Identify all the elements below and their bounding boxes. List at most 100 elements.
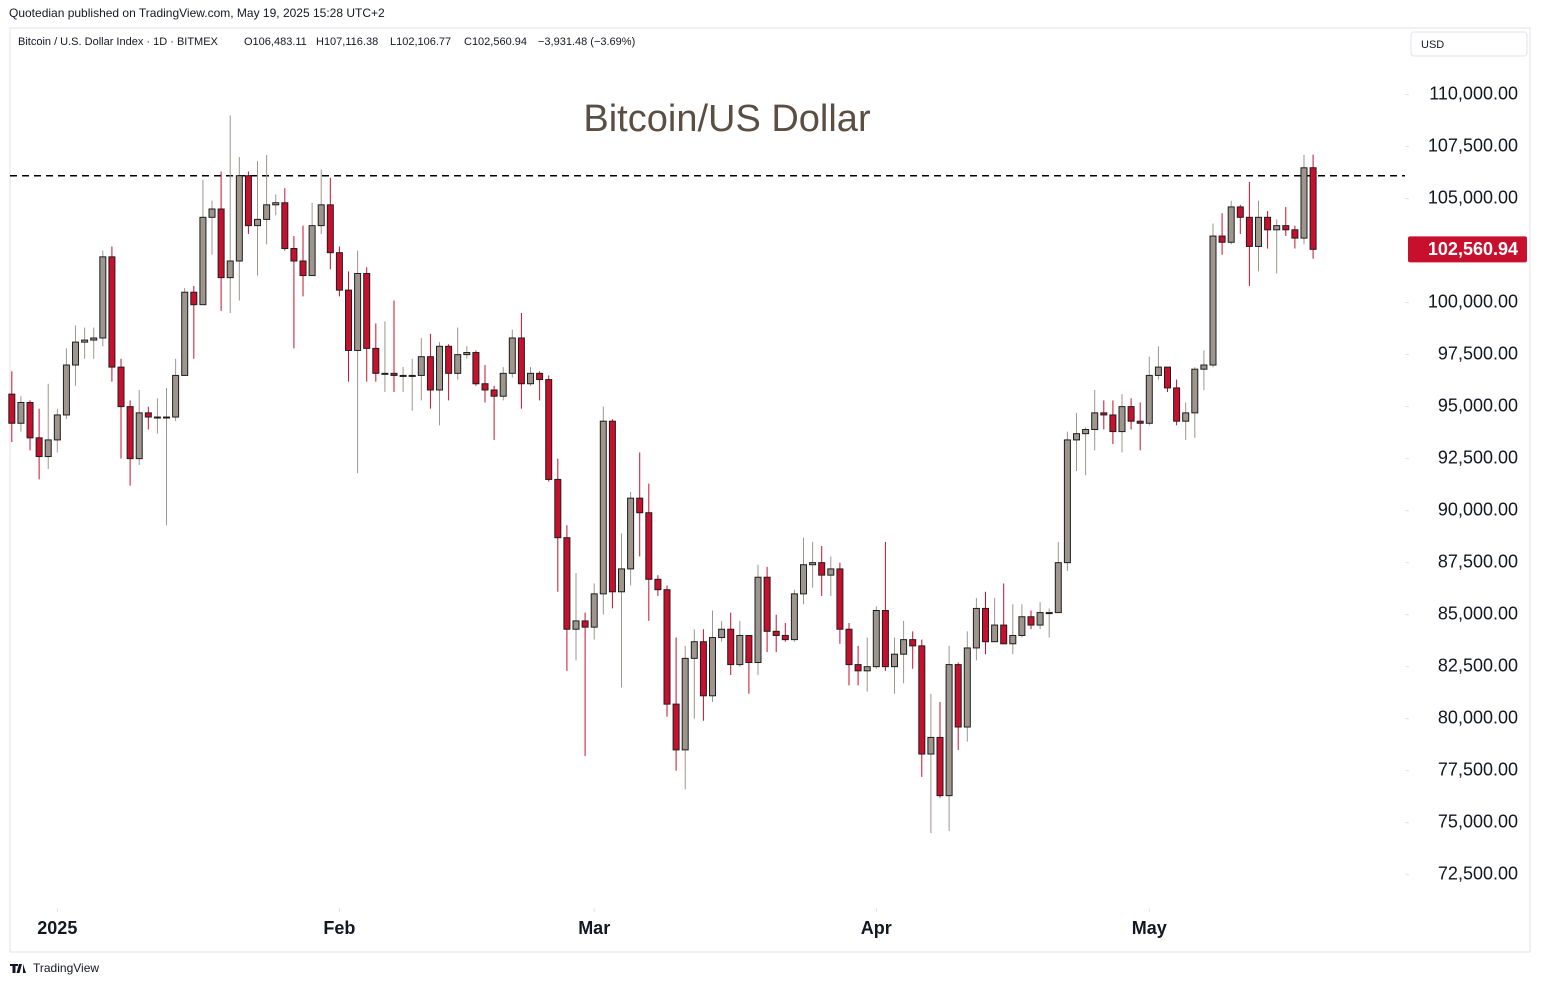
candle-body bbox=[290, 248, 298, 262]
candle-body bbox=[517, 337, 525, 385]
candle-body bbox=[854, 664, 862, 672]
candle-body bbox=[463, 352, 471, 356]
candle-body bbox=[1100, 412, 1108, 416]
candle-body bbox=[863, 666, 871, 672]
y-tick-label: 95,000.00 bbox=[1438, 395, 1518, 415]
candle-body bbox=[381, 372, 389, 375]
candle-body bbox=[481, 383, 489, 391]
pane-border bbox=[9, 27, 1531, 953]
candle-body bbox=[736, 634, 744, 666]
candle-body bbox=[44, 439, 52, 458]
candle-body bbox=[781, 634, 789, 641]
candle-body bbox=[1309, 167, 1317, 250]
candle-body bbox=[144, 412, 152, 418]
legend-change: −3,931.48 (−3.69%) bbox=[538, 36, 635, 48]
candle-body bbox=[317, 204, 325, 227]
y-tick-label: 105,000.00 bbox=[1428, 187, 1518, 207]
candle-body bbox=[672, 703, 680, 751]
currency-button[interactable] bbox=[1410, 31, 1528, 57]
candle-body bbox=[1145, 374, 1153, 424]
candle-body bbox=[1018, 616, 1026, 636]
candle-body bbox=[181, 291, 189, 376]
candle-body bbox=[345, 289, 353, 351]
candle-body bbox=[1109, 414, 1117, 433]
legend-close: C102,560.94 bbox=[464, 36, 527, 48]
candle-body bbox=[1136, 420, 1144, 424]
candle-body bbox=[763, 576, 771, 632]
candle-body bbox=[1045, 612, 1053, 615]
candle-body bbox=[599, 420, 607, 595]
candle-body bbox=[1127, 406, 1135, 422]
candle-body bbox=[1282, 225, 1290, 231]
candle-body bbox=[1245, 216, 1253, 247]
candle-body bbox=[663, 589, 671, 705]
x-tick-label: Mar bbox=[578, 918, 610, 938]
candle-body bbox=[226, 260, 234, 279]
candle-body bbox=[608, 420, 616, 593]
candle-body bbox=[299, 260, 307, 277]
footer-brand: TradingView bbox=[33, 961, 99, 975]
candle-body bbox=[126, 406, 134, 460]
candle-body bbox=[217, 208, 225, 279]
candle-body bbox=[1082, 429, 1090, 435]
candle-body bbox=[772, 630, 780, 636]
last-price-label: 102,560.94 bbox=[1428, 239, 1518, 259]
candle-body bbox=[1291, 229, 1299, 239]
candle-body bbox=[790, 593, 798, 641]
candle-body bbox=[499, 372, 507, 397]
candle-body bbox=[627, 497, 635, 570]
publisher-line: Quotedian published on TradingView.com, … bbox=[9, 6, 385, 20]
candle-body bbox=[445, 345, 453, 374]
candle-body bbox=[244, 175, 252, 227]
y-tick-label: 97,500.00 bbox=[1438, 343, 1518, 363]
y-tick-label: 82,500.00 bbox=[1438, 655, 1518, 675]
candle-body bbox=[800, 564, 808, 595]
candle-body bbox=[1009, 634, 1017, 645]
candle-body bbox=[809, 562, 817, 566]
candle-body bbox=[1182, 412, 1190, 422]
candle-body bbox=[426, 356, 434, 391]
candle-body bbox=[1118, 406, 1126, 433]
candle-body bbox=[1218, 235, 1226, 243]
candle-body bbox=[981, 607, 990, 643]
x-tick-label: 2025 bbox=[37, 918, 77, 938]
candle-body bbox=[590, 593, 598, 628]
chart-title: Bitcoin/US Dollar bbox=[583, 98, 871, 140]
y-tick-label: 90,000.00 bbox=[1438, 499, 1518, 519]
candle-body bbox=[618, 568, 626, 593]
candle-body bbox=[572, 620, 580, 630]
candle-body bbox=[8, 393, 16, 424]
legend: Bitcoin / U.S. Dollar Index · 1D · BITME… bbox=[18, 36, 635, 48]
candle-body bbox=[208, 208, 216, 218]
y-tick-label: 87,500.00 bbox=[1438, 551, 1518, 571]
y-tick-label: 107,500.00 bbox=[1428, 135, 1518, 155]
candle-body bbox=[945, 664, 953, 797]
candle-body bbox=[727, 628, 735, 666]
candle-body bbox=[17, 401, 25, 424]
candle-body bbox=[408, 374, 416, 377]
candle-body bbox=[636, 497, 644, 514]
candle-body bbox=[1036, 612, 1044, 626]
candle-body bbox=[417, 356, 425, 376]
candle-body bbox=[372, 347, 380, 374]
candle-body bbox=[890, 653, 899, 668]
last-price-badge bbox=[1408, 236, 1527, 263]
tradingview-logo bbox=[10, 964, 26, 973]
candle-body bbox=[554, 478, 562, 539]
y-tick-label: 72,500.00 bbox=[1438, 863, 1518, 883]
candle-body bbox=[1209, 235, 1217, 366]
candle-body bbox=[690, 641, 698, 659]
candle-body bbox=[954, 664, 962, 728]
candle-body bbox=[117, 366, 125, 408]
candle-body bbox=[508, 337, 516, 374]
candle-body bbox=[163, 416, 171, 419]
candle-body bbox=[399, 374, 407, 377]
candle-body bbox=[235, 175, 243, 262]
candle-body bbox=[272, 202, 280, 206]
x-tick-label: Feb bbox=[323, 918, 355, 938]
candle-body bbox=[281, 202, 289, 250]
candle-body bbox=[818, 562, 826, 576]
candle-body bbox=[1163, 366, 1171, 389]
candle-body bbox=[681, 657, 689, 751]
candle-body bbox=[436, 345, 444, 391]
